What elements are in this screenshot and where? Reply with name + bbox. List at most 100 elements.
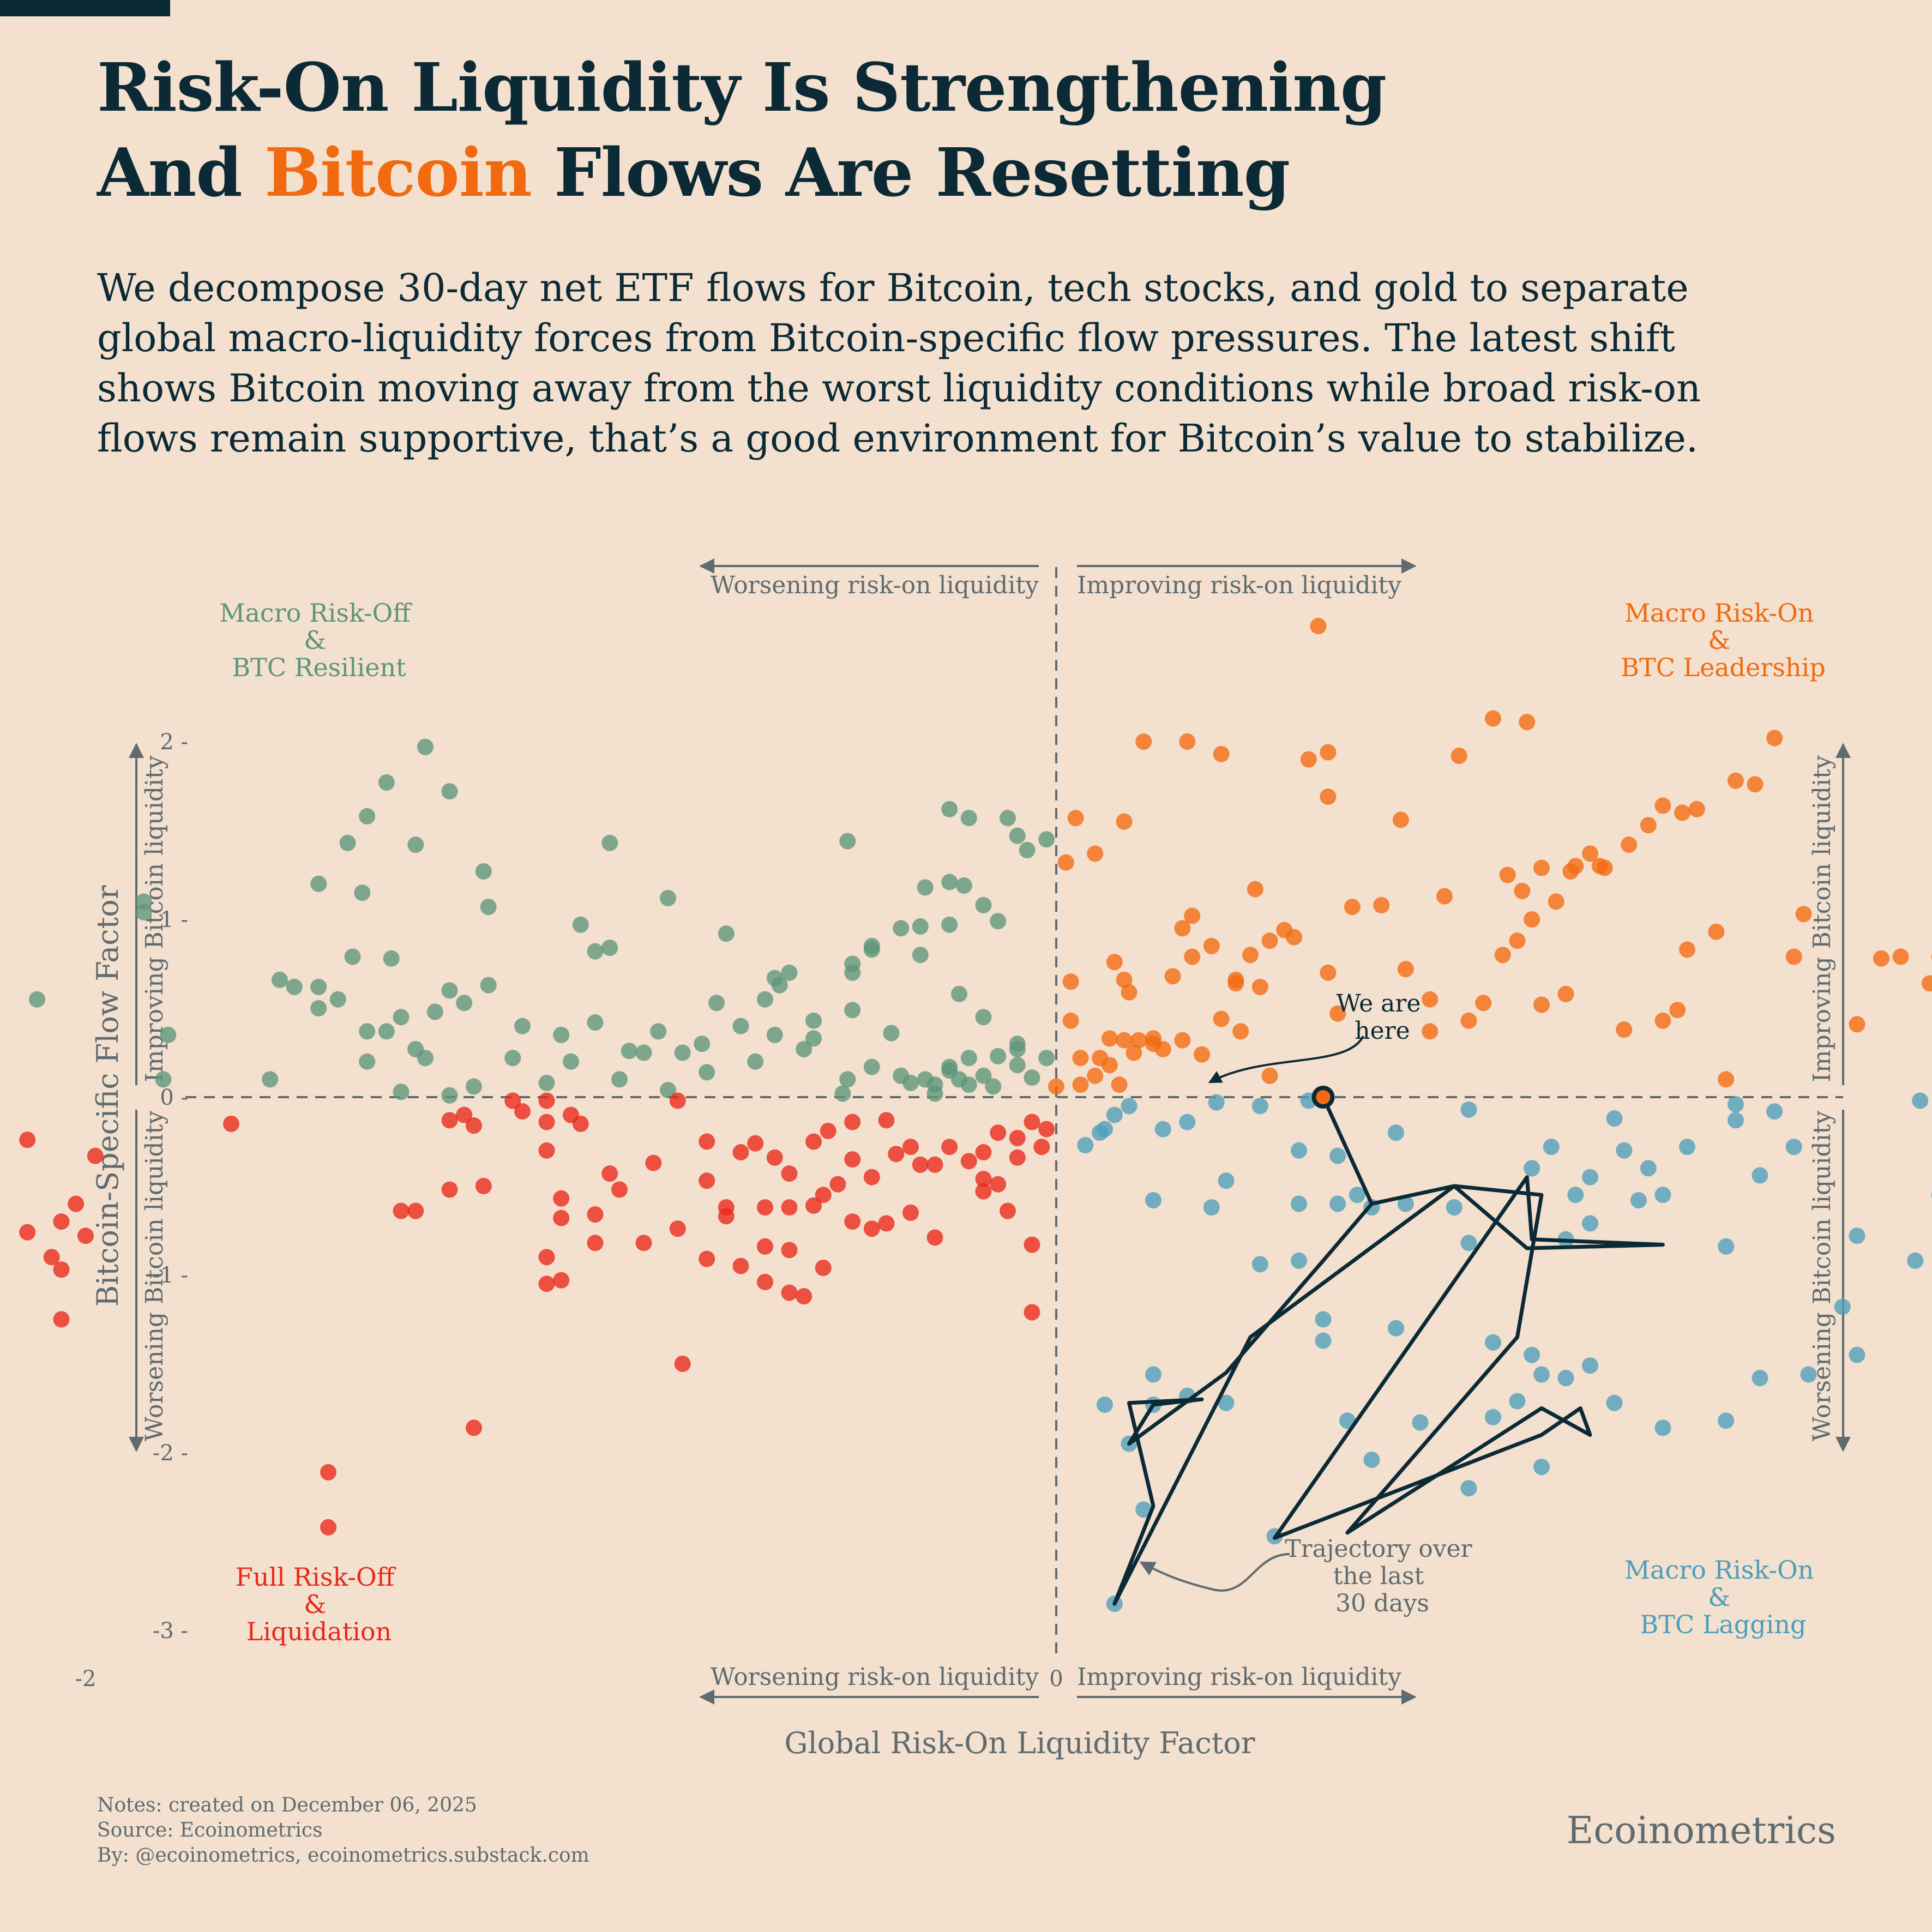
data-point xyxy=(660,1081,676,1098)
data-point xyxy=(1509,1393,1526,1410)
data-point xyxy=(766,1026,783,1043)
data-point xyxy=(359,1053,376,1070)
data-point xyxy=(941,801,958,817)
data-point xyxy=(1582,845,1598,862)
data-point xyxy=(480,899,497,916)
data-point xyxy=(844,1213,861,1230)
data-point xyxy=(359,1023,376,1040)
data-point xyxy=(1800,1366,1817,1383)
data-point xyxy=(68,1195,85,1212)
data-point xyxy=(985,1078,1002,1095)
data-point xyxy=(504,1050,521,1067)
data-point xyxy=(1892,948,1909,965)
data-point xyxy=(43,1249,60,1266)
data-point xyxy=(805,1197,822,1214)
data-point xyxy=(1242,947,1259,964)
data-point xyxy=(926,1085,943,1102)
data-point xyxy=(718,925,735,942)
data-point xyxy=(621,1043,637,1060)
data-point xyxy=(587,1206,604,1223)
data-point xyxy=(553,1272,570,1289)
data-point xyxy=(669,1220,686,1237)
data-point xyxy=(1669,1002,1686,1019)
series-group xyxy=(29,738,1055,1104)
data-point xyxy=(1752,1167,1768,1184)
data-point xyxy=(320,1519,336,1536)
title-line-2-pre: And xyxy=(97,133,265,212)
data-point xyxy=(310,1000,327,1016)
data-point xyxy=(1135,733,1152,750)
data-point xyxy=(1203,1199,1220,1216)
data-point xyxy=(504,1092,521,1109)
data-point xyxy=(1392,811,1409,828)
quadrant-top-right-line-1: Macro Risk-On xyxy=(1624,598,1814,628)
data-point xyxy=(1654,797,1671,814)
data-point xyxy=(553,1026,570,1043)
data-point xyxy=(1329,1147,1346,1164)
data-point xyxy=(1849,1016,1865,1033)
current-position-marker xyxy=(1311,1086,1335,1109)
data-point xyxy=(1718,1071,1735,1088)
data-point xyxy=(1795,906,1812,923)
data-point xyxy=(1849,1227,1865,1244)
data-point xyxy=(1596,859,1613,876)
data-point xyxy=(587,1235,604,1251)
data-point xyxy=(378,1023,395,1040)
data-point xyxy=(1315,1311,1332,1328)
data-point xyxy=(926,1229,943,1246)
left-down-direction-label: Worsening Bitcoin liquidity xyxy=(141,1111,168,1442)
data-point xyxy=(699,1172,715,1189)
data-point xyxy=(87,1147,104,1164)
data-point xyxy=(19,1131,36,1148)
data-point xyxy=(601,1165,618,1182)
data-point xyxy=(1048,1078,1064,1095)
data-point xyxy=(1009,1129,1026,1146)
x-axis-title: Global Risk-On Liquidity Factor xyxy=(784,1726,1255,1760)
quadrant-bottom-right-line-1: Macro Risk-On xyxy=(1624,1555,1814,1585)
data-point xyxy=(834,1085,851,1102)
data-point xyxy=(1533,859,1550,876)
trajectory-line xyxy=(1112,1096,1665,1606)
data-point xyxy=(553,1190,570,1207)
data-point xyxy=(407,836,424,853)
data-point xyxy=(1422,991,1439,1008)
data-point xyxy=(475,863,492,880)
data-point xyxy=(1145,1030,1161,1047)
data-point xyxy=(781,1199,798,1216)
data-point xyxy=(1291,1195,1307,1212)
data-point xyxy=(990,1048,1007,1065)
data-point xyxy=(1922,975,1932,992)
data-point xyxy=(77,1227,94,1244)
trajectory-label: Trajectory over the last 30 days xyxy=(1285,1535,1479,1617)
data-point xyxy=(1145,1366,1161,1383)
data-point xyxy=(1286,929,1303,946)
data-point xyxy=(635,1044,652,1061)
top-right-direction-label: Improving risk-on liquidity xyxy=(1077,571,1401,599)
data-point xyxy=(902,1074,919,1091)
right-down-direction-label: Worsening Bitcoin liquidity xyxy=(1808,1111,1836,1442)
data-point xyxy=(1213,1010,1230,1027)
data-point xyxy=(1543,1139,1560,1155)
data-point xyxy=(815,1259,832,1276)
data-point xyxy=(1111,1076,1128,1093)
quadrant-label-top-left: Macro Risk-Off & BTC Resilient xyxy=(219,598,418,682)
data-point xyxy=(796,1040,812,1057)
data-point xyxy=(883,1025,900,1042)
brand-logo-text: Ecoinometrics xyxy=(1566,1809,1836,1852)
data-point xyxy=(1349,1187,1365,1203)
data-point xyxy=(393,1009,410,1026)
quadrant-top-left-line-1: Macro Risk-Off xyxy=(219,598,412,628)
data-point xyxy=(538,1092,555,1109)
y-tick-label: 1 - xyxy=(160,907,188,932)
data-point xyxy=(805,1030,822,1047)
data-point xyxy=(1329,1005,1346,1022)
data-point xyxy=(456,1106,473,1123)
data-point xyxy=(1072,1076,1089,1093)
data-point xyxy=(781,1242,798,1259)
data-point xyxy=(1232,1023,1249,1040)
data-point xyxy=(781,1165,798,1182)
data-point xyxy=(1106,1106,1123,1123)
data-point xyxy=(975,896,992,913)
data-point xyxy=(1184,907,1201,924)
data-point xyxy=(1024,1069,1040,1086)
